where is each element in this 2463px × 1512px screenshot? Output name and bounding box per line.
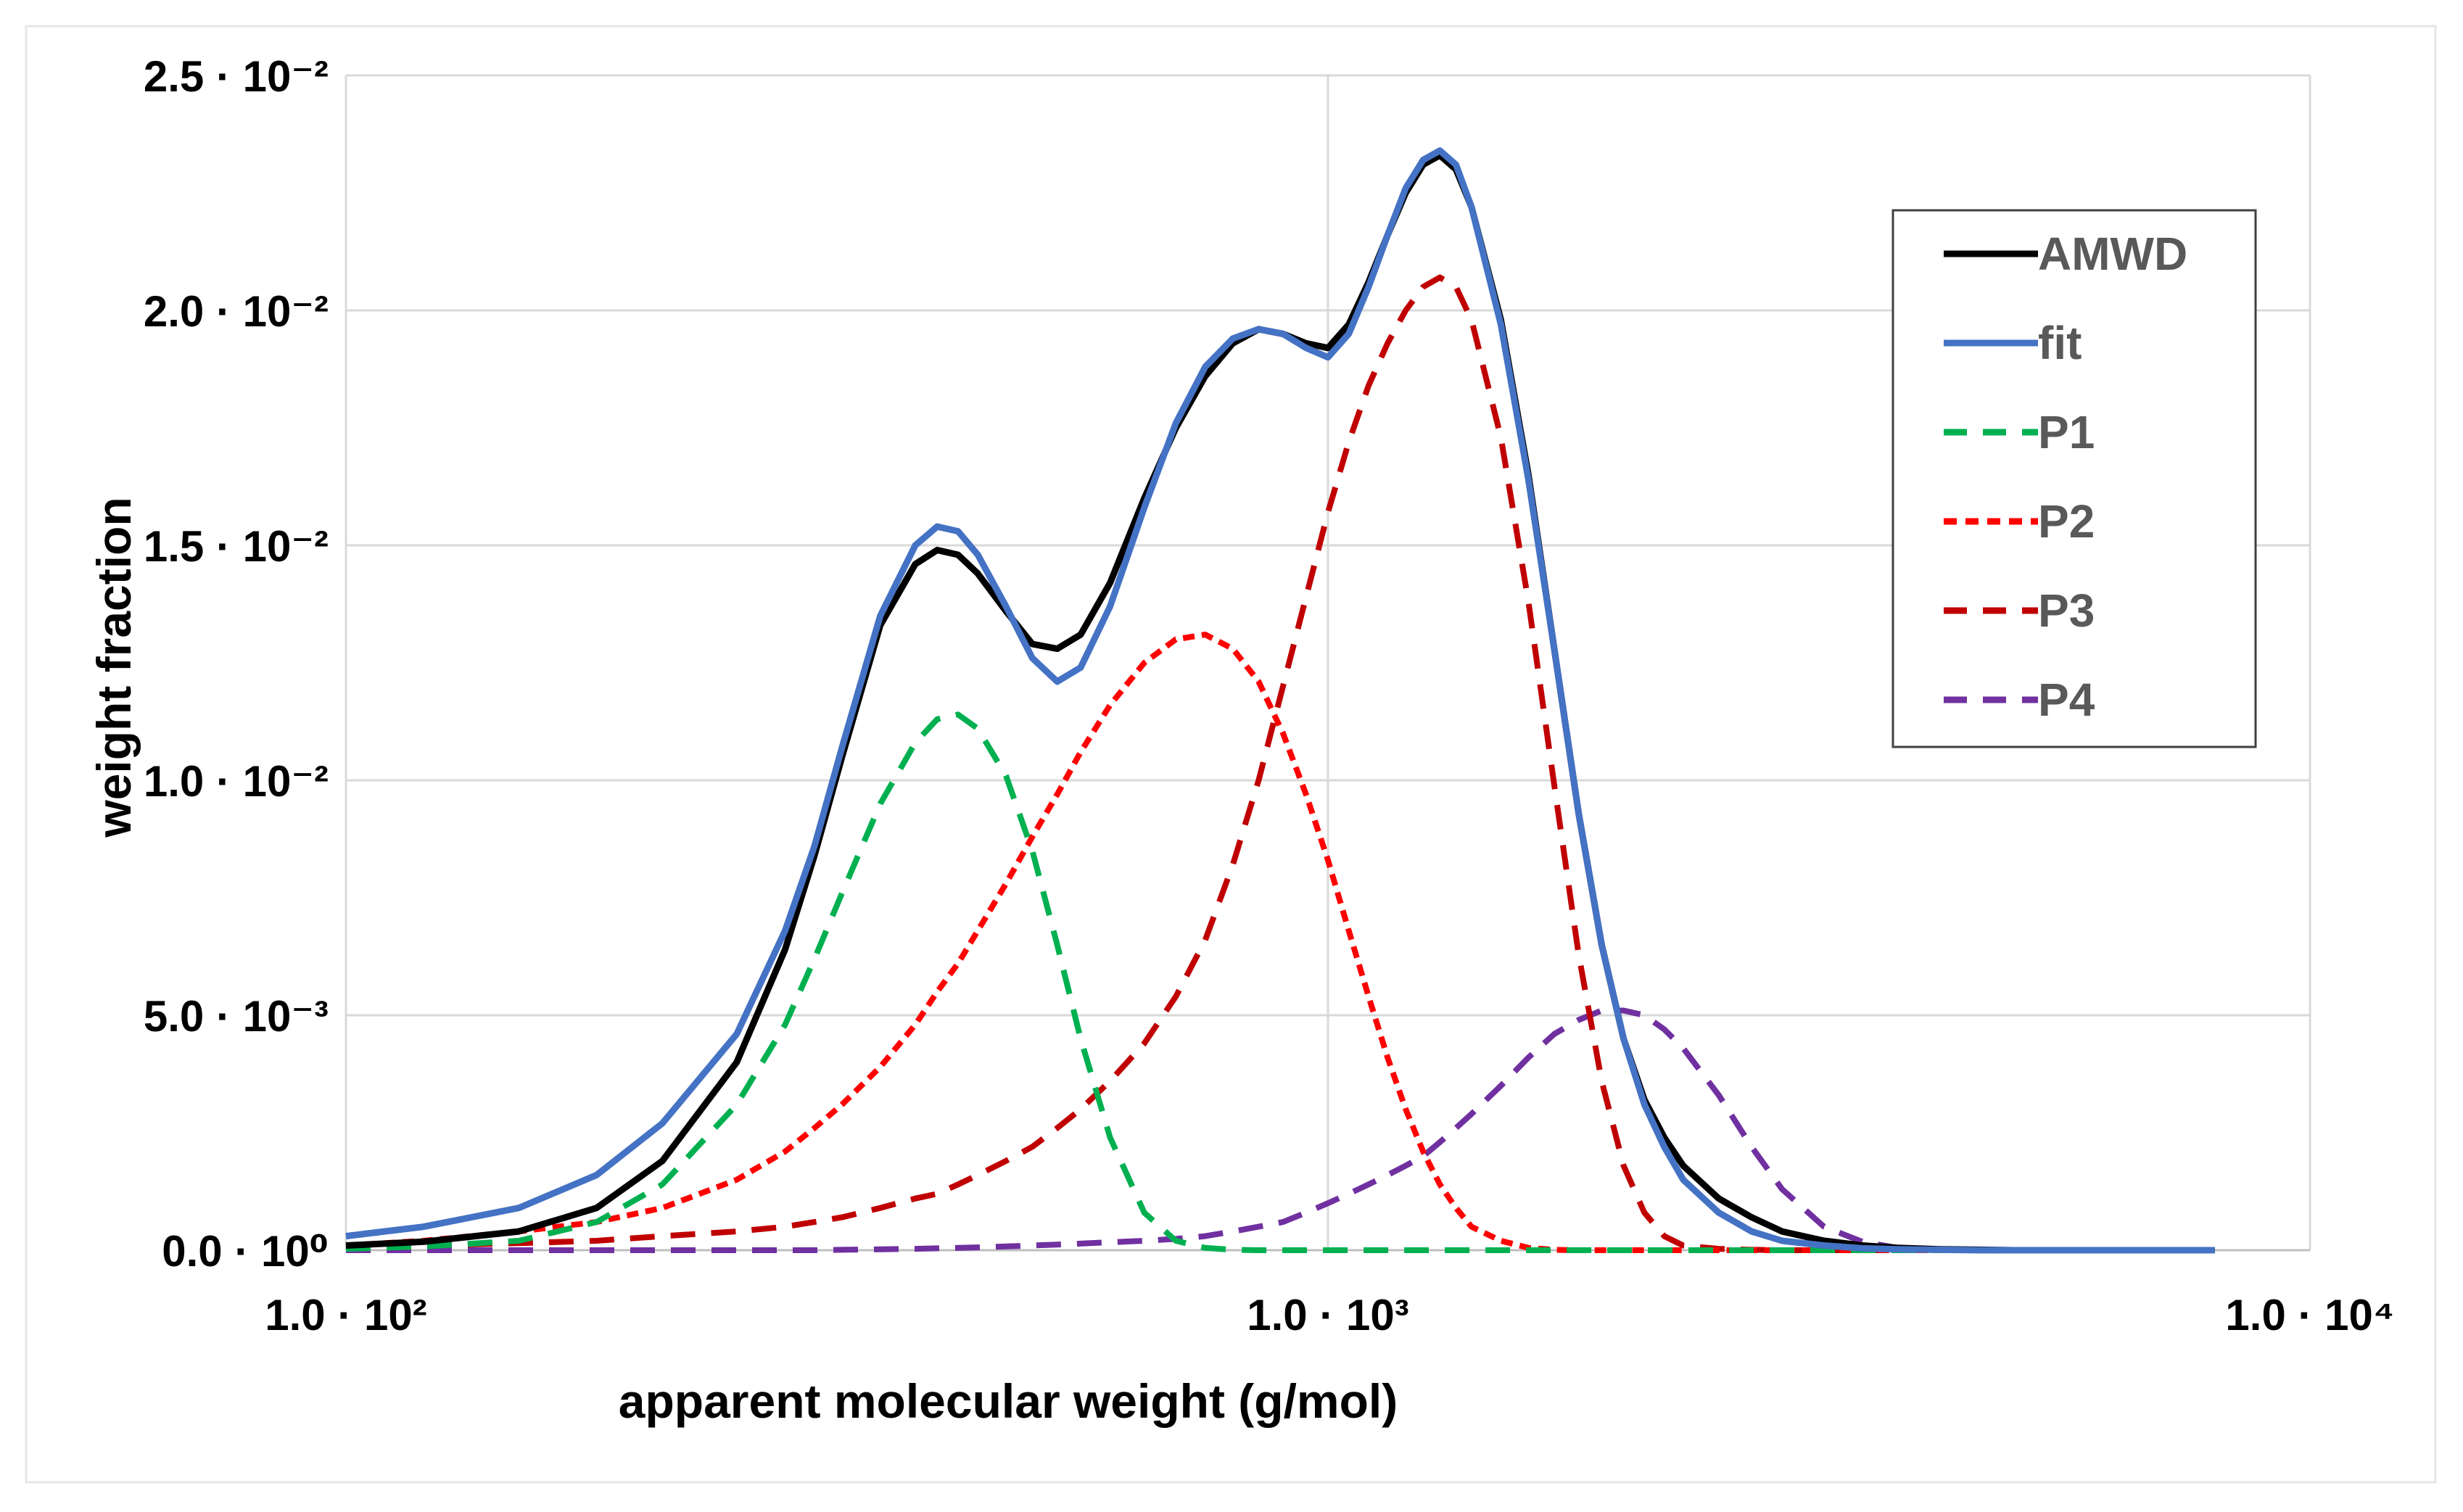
- y-tick-label-0: 0.0 · 10⁰: [162, 1227, 329, 1276]
- series-layer: [345, 147, 2215, 1254]
- x-tick-label-2: 1.0 · 10⁴: [2225, 1291, 2394, 1339]
- legend-label-fit: fit: [2038, 317, 2082, 369]
- legend-label-p4: P4: [2038, 674, 2095, 726]
- legend: AMWD fit P1 P2 P3 P4: [1891, 209, 2257, 748]
- series-line-p2: [345, 632, 2215, 1253]
- x-tick-label-0: 1.0 · 10²: [265, 1291, 426, 1339]
- y-tick-label-4: 2.0 · 10⁻²: [144, 287, 329, 336]
- series-line-p4: [346, 1007, 2215, 1253]
- legend-box: [1891, 209, 2257, 748]
- y-tick-label-5: 2.5 · 10⁻²: [144, 52, 329, 101]
- legend-label-p1: P1: [2038, 406, 2095, 458]
- series-line-fit: [345, 147, 2215, 1254]
- figure-border: [25, 25, 2437, 1484]
- x-axis-title: apparent molecular weight (g/mol): [619, 1374, 1398, 1428]
- x-tick-label-1: 1.0 · 10³: [1247, 1291, 1408, 1339]
- legend-label-p2: P2: [2038, 495, 2095, 548]
- legend-label-p3: P3: [2038, 584, 2095, 637]
- series-line-p1: [345, 711, 2215, 1253]
- y-tick-label-2: 1.0 · 10⁻²: [144, 757, 329, 806]
- y-axis-title: weight fraction: [87, 497, 141, 838]
- y-tick-label-3: 1.5 · 10⁻²: [144, 522, 329, 571]
- legend-label-amwd: AMWD: [2038, 228, 2187, 280]
- y-tick-label-1: 5.0 · 10⁻³: [144, 992, 329, 1041]
